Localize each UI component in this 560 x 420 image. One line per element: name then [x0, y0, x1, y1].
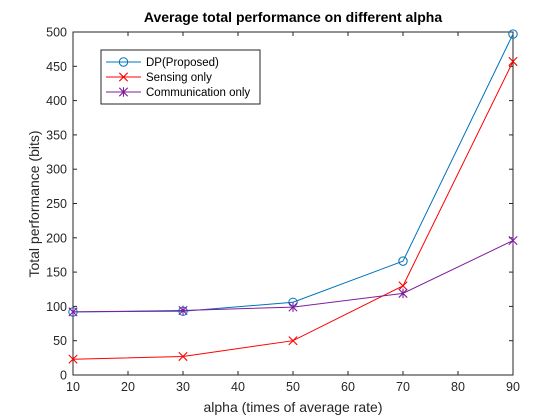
legend-entry: DP(Proposed): [106, 57, 219, 69]
data-point: [178, 305, 188, 316]
x-axis-ticks: 10 20 30 40 50 60 70 80 90: [66, 32, 520, 394]
y-tick-label: 500: [46, 26, 67, 40]
y-axis-label: Total performance (bits): [26, 130, 42, 277]
y-tick-label: 350: [46, 128, 67, 142]
y-tick-label: 400: [46, 94, 67, 108]
x-tick-label: 60: [341, 380, 355, 394]
data-point: [68, 354, 78, 364]
legend-label: Communication only: [146, 87, 250, 99]
legend-marker: [118, 87, 129, 97]
x-tick-label: 50: [286, 380, 300, 394]
series-3: [68, 235, 518, 317]
data-point: [398, 256, 408, 266]
data-point: [508, 56, 518, 67]
y-axis-ticks: 0 50 100 150 200 250 300 350 400 450 500: [46, 26, 513, 383]
legend-label: DP(Proposed): [146, 57, 219, 69]
data-point: [508, 235, 518, 246]
x-tick-label: 10: [66, 380, 80, 394]
y-tick-label: 0: [60, 369, 67, 383]
x-tick-label: 90: [506, 380, 520, 394]
legend-label: Sensing only: [146, 72, 212, 84]
x-tick-label: 20: [121, 380, 135, 394]
data-point: [508, 29, 518, 39]
legend-marker: [118, 57, 129, 67]
series-2: [68, 56, 518, 364]
legend-entry: Communication only: [106, 87, 250, 99]
chart-title: Average total performance on different a…: [144, 9, 442, 25]
x-tick-label: 40: [231, 380, 245, 394]
x-tick-label: 70: [396, 380, 410, 394]
y-tick-label: 300: [46, 163, 67, 177]
y-tick-label: 250: [46, 197, 67, 211]
y-tick-label: 200: [46, 231, 67, 245]
data-point: [398, 288, 408, 299]
data-point: [178, 351, 188, 362]
y-tick-label: 50: [53, 334, 67, 348]
legend-entry: Sensing only: [106, 72, 212, 84]
x-axis-label: alpha (times of average rate): [204, 399, 383, 415]
x-tick-label: 80: [451, 380, 465, 394]
legend-marker: [118, 72, 129, 82]
y-tick-label: 100: [46, 300, 67, 314]
y-tick-label: 150: [46, 266, 67, 280]
legend: DP(Proposed) Sensing only Communication on…: [100, 49, 261, 105]
x-tick-label: 30: [176, 380, 190, 394]
data-point: [398, 281, 408, 291]
series-layer: [68, 29, 518, 364]
data-point: [68, 307, 78, 317]
data-point: [288, 336, 298, 346]
y-tick-label: 450: [46, 60, 67, 74]
data-point: [288, 302, 298, 312]
